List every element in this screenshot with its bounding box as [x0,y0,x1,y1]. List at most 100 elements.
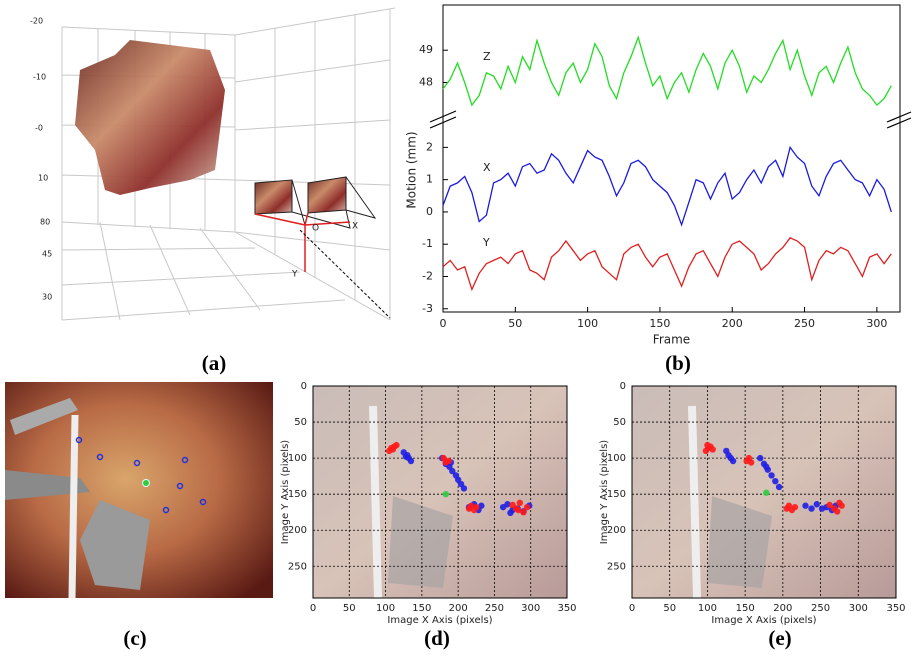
x-axis-label: Image X Axis (pixels) [387,615,492,626]
y-tick-label: 100 [607,453,626,464]
series-line [442,236,892,292]
x-tick-label: 200 [449,603,468,614]
frame-label: O [312,224,319,234]
y-tick-label: -2 [422,269,433,282]
y-tick-label: 250 [288,561,307,572]
plot-frame [631,385,897,599]
point-cloud [75,40,225,195]
y-tick-label: 0 [301,381,307,392]
panel-label: (b) [665,351,691,375]
point [704,441,711,449]
x-tick-label: 300 [849,603,868,614]
panel-label: (c) [123,626,146,650]
y-axis-label: Motion (mm) [405,131,419,208]
x-tick-label: 350 [886,603,905,614]
y-tick-label: 0 [426,205,433,218]
axis-tick: 45 [42,250,52,259]
x-tick-label: 100 [698,603,717,614]
plot-frame [312,385,568,599]
x-tick-label: 300 [521,603,540,614]
y-tick-label: 150 [607,489,626,500]
series-label: Z [483,50,491,63]
frame-label: X [352,222,358,232]
x-tick-label: 150 [649,317,670,330]
y-tick-label: 200 [288,525,307,536]
y-tick-label: 100 [288,453,307,464]
y-tick-label: 50 [613,417,626,428]
panel-label: (e) [768,626,791,650]
point [826,501,833,509]
target-point [142,479,150,487]
x-tick-label: 50 [343,603,356,614]
point [407,457,415,465]
y2-tick-label: 48 [419,75,433,88]
x-tick-label: 0 [440,317,447,330]
camera-axes [254,212,351,272]
x-tick-label: 50 [663,603,676,614]
camera-frame [307,176,347,214]
x-tick-label: 200 [773,603,792,614]
point [729,457,737,465]
instrument [5,470,90,500]
point [473,503,480,511]
y-axis-label: Image Y Axis (pixels) [280,440,291,544]
point [507,509,514,517]
point [520,508,527,516]
point [445,457,452,465]
point [757,454,764,462]
instrument [80,500,150,590]
point [449,467,456,475]
point [813,501,820,508]
x-tick-label: 250 [794,317,815,330]
x-tick-label: 100 [376,603,395,614]
point [833,508,841,515]
point [709,446,716,453]
axis-tick: -20 [30,17,43,26]
point [747,459,755,466]
point [389,446,397,453]
y-tick-label: 2 [426,140,433,153]
x-tick-label: 250 [485,603,504,614]
panel-c [5,382,273,599]
point [772,477,779,485]
point [504,501,511,508]
faded-instrument [707,496,772,588]
point [515,506,522,514]
point [460,485,468,492]
axis-break [429,110,912,129]
point [442,490,450,498]
ground-line [299,229,391,319]
point [763,463,770,470]
series-line [442,145,892,227]
point [836,499,843,507]
point [808,505,815,512]
x-tick-label: 350 [557,603,576,614]
y-tick-label: -1 [422,237,433,250]
x-tick-label: 250 [811,603,830,614]
y-tick-label: 200 [607,525,626,536]
panel-a: -20 -10 -0 10 80 45 30 O X Y [30,7,396,321]
axis-tick: 80 [40,218,50,227]
axis-tick: -0 [35,124,43,133]
x-tick-label: 0 [310,603,316,614]
point [404,452,411,459]
point [763,489,770,496]
point [478,502,485,509]
point [768,472,775,479]
y-tick-label: 150 [288,489,307,500]
panel-label: (a) [202,351,227,375]
point [516,499,524,507]
x-axis-label: Frame [653,333,690,347]
point [775,483,783,491]
y-tick-label: 250 [607,561,626,572]
x-tick-label: 300 [866,317,887,330]
x-tick-label: 100 [577,317,598,330]
x-tick-label: 50 [508,317,522,330]
point [791,503,799,511]
axis-tick: 10 [38,174,48,183]
y-tick-label: 50 [294,417,307,428]
faded-instrument [369,405,382,599]
point [802,502,809,509]
